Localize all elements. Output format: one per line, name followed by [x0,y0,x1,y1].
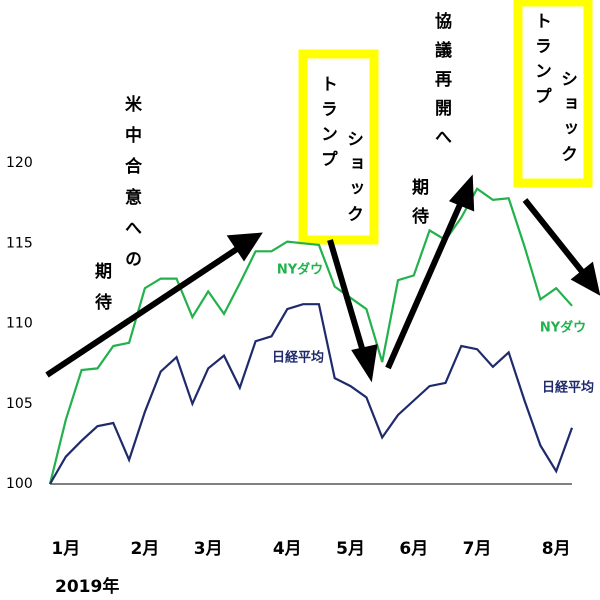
annotation: 米中合意への [121,94,142,281]
arrow-head [570,261,600,296]
arrow-head [226,232,263,262]
y-tick-label: 105 [6,396,33,412]
x-tick-label: 2月 [130,539,159,559]
y-tick-label: 120 [6,155,33,171]
annotation: トランプ [317,75,337,175]
annotation: トランプ [531,12,551,112]
y-tick-label: 100 [6,476,33,492]
arrow-head [351,344,378,383]
x-tick-label: 3月 [194,539,223,559]
annotation: 協議再開へ [431,11,452,157]
series-line [49,303,574,485]
arrow [522,198,587,276]
arrows [45,174,600,383]
arrow [385,198,465,370]
annotation: ショック [343,130,363,230]
series-label: NYダウ [540,320,586,336]
x-tick-label: 8月 [542,539,571,559]
arrow-head [448,174,475,212]
highlight-box [513,0,593,188]
y-tick-label: 115 [6,235,33,251]
annotation: 期待 [91,262,112,324]
series-label: NYダウ [277,262,323,278]
y-tick-label: 110 [6,316,33,332]
x-tick-label: 7月 [463,539,492,559]
x-tick-label: 6月 [399,539,428,559]
annotation: 期待 [408,178,429,236]
arrow [45,244,242,378]
series-label: 日経平均 [542,380,594,396]
annotation: ショック [557,70,577,170]
x-tick-label: 5月 [336,539,365,559]
x-tick-label: 4月 [273,539,302,559]
highlight-box [298,49,379,245]
year-label: 2019年 [55,576,119,597]
series-label: 日経平均 [272,350,324,366]
arrow [327,239,367,356]
x-tick-label: 1月 [51,539,80,559]
